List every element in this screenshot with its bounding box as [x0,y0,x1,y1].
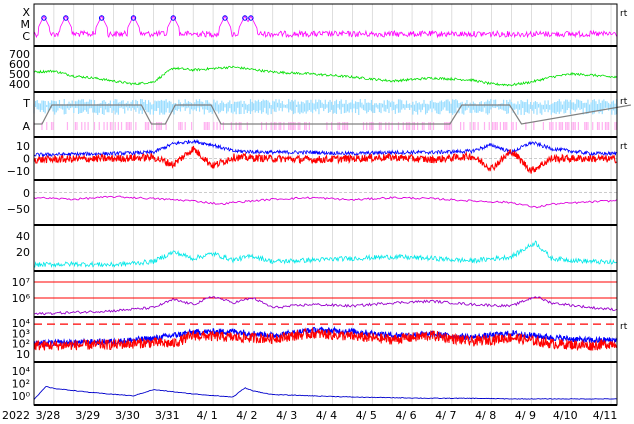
flare-marker [248,15,254,21]
flare-marker [63,15,69,21]
y-tick-label: A [22,120,30,133]
y-tick-label: 700 [9,48,30,61]
date-tick-label: 4/ 4 [316,409,337,422]
y-tick-label: C [22,30,30,43]
y-tick-label: 10³ [12,327,30,340]
y-tick-label: 20 [16,246,30,259]
proton-flux-red-line [33,326,618,352]
flare-marker [98,15,105,21]
y-tick-label: 10⁴ [12,365,31,378]
date-tick-label: 4/ 6 [395,409,416,422]
y-tick-label: 10 [16,348,30,361]
y-tick-label: 600 [9,58,30,71]
date-tick-label: 4/ 2 [236,409,257,422]
sector-line [34,104,632,125]
bz-line [33,145,617,174]
rt-marker: rt [620,97,628,107]
high-energy-proton-line [33,386,617,400]
y-tick-label: X [22,6,30,19]
rt-marker: rt [620,142,628,152]
panel-frame [33,45,618,93]
y-tick-label: 0 [23,153,30,166]
y-tick-label: −10 [7,165,30,178]
date-tick-label: 3/30 [115,409,140,422]
y-tick-label: 10⁴ [12,317,31,330]
electron-flux-line [33,296,617,316]
y-tick-label: M [21,18,31,31]
date-tick-label: 3/31 [155,409,180,422]
y-tick-label: 10⁷ [12,276,30,289]
rt-marker: rt [620,322,628,332]
flare-marker [41,15,47,21]
date-tick-label: 4/ 1 [197,409,218,422]
xray-flux-line [33,15,617,39]
date-tick-label: 4/ 5 [356,409,377,422]
bt-line [33,138,617,158]
date-tick-label: 4/10 [553,409,578,422]
panel-frame [33,361,618,406]
rt-marker: rt [620,9,628,19]
date-tick-label: 4/ 3 [276,409,297,422]
panel-frame [33,179,618,226]
flare-marker [242,15,248,21]
flare-marker [170,15,176,21]
y-tick-labels: TA [22,97,30,133]
y-tick-label: 10² [12,338,30,351]
flare-marker [222,15,228,21]
y-tick-label: −50 [7,203,30,216]
y-tick-labels: 0−50 [7,187,30,216]
date-axis: 3/28 3/29 3/30 3/31 4/ 1 4/ 2 4/ 3 4/ 4 4/ 5 4/ 6… [36,409,618,422]
y-tick-label: T [22,97,30,110]
y-tick-label: 10⁶ [12,292,31,305]
date-tick-label: 4/ 9 [515,409,536,422]
flare-marker [130,15,137,21]
date-tick-label: 4/ 7 [435,409,456,422]
wind-speed-line [33,65,617,87]
y-tick-labels: 100−10 [7,140,30,178]
y-tick-label: 500 [9,68,30,81]
y-tick-label: 10 [16,140,30,153]
y-tick-label: 0 [23,187,30,200]
date-tick-label: 4/11 [593,409,618,422]
dst-line [33,195,617,209]
y-tick-label: 10⁰ [12,390,31,403]
date-tick-label: 4/ 8 [475,409,496,422]
date-tick-label: 3/29 [75,409,100,422]
y-tick-label: 400 [9,78,30,91]
y-tick-label: 10² [12,378,30,391]
density-line [33,240,617,268]
date-tick-label: 3/28 [36,409,61,422]
year-label: 2022 [2,409,30,422]
panel-frame [33,91,618,138]
y-tick-labels: XMC [21,6,31,43]
panel-frame [33,3,618,47]
y-tick-label: 40 [16,230,30,243]
